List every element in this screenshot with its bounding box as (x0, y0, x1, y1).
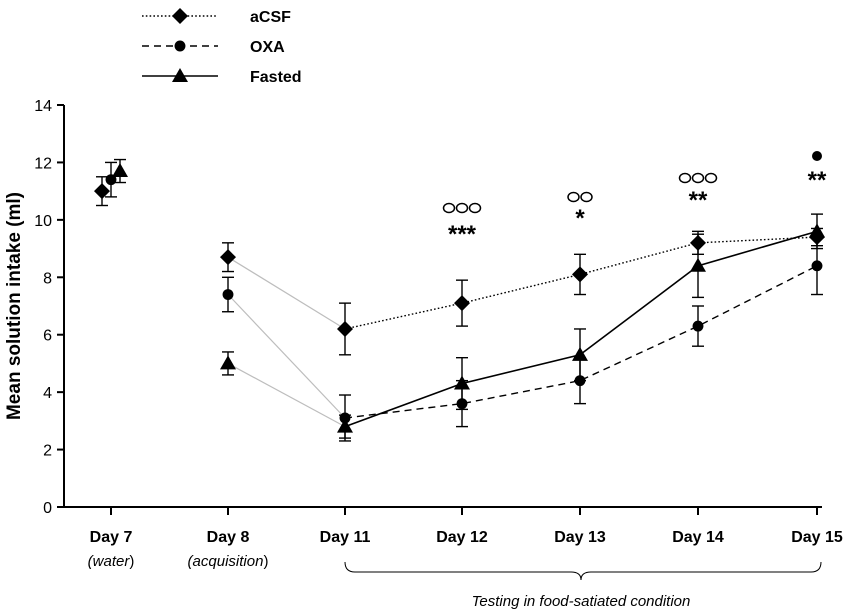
sig-open-circle (704, 172, 718, 184)
y-tick-label: 14 (34, 98, 52, 115)
data-markers (94, 163, 825, 433)
y-tick-label: 2 (43, 443, 52, 460)
data-point-oxa (339, 412, 351, 424)
x-tick-label: Day 15 (791, 529, 843, 546)
series-line-acsf (344, 236, 818, 330)
data-point-oxa (456, 398, 468, 410)
y-tick-label: 10 (34, 213, 52, 230)
data-point-fasted (454, 375, 470, 390)
y-ticks: 0 2 4 6 8 10 12 14 (34, 98, 64, 517)
x-tick-label: Day 13 (554, 529, 606, 546)
x-tick-sublabel: (acquisition) (188, 553, 269, 570)
sig-filled-circle (812, 151, 822, 161)
data-point-acsf (337, 320, 353, 337)
legend-marker-fasted (172, 68, 188, 82)
y-tick-label: 4 (43, 385, 52, 402)
data-point-oxa (692, 320, 704, 332)
data-point-fasted (690, 257, 706, 272)
sig-open-circle (455, 202, 469, 214)
data-point-fasted (809, 223, 825, 238)
legend: aCSF OXA Fasted (142, 8, 302, 86)
x-ticks: Day 7 (water) Day 8 (acquisition) Day 11 Day … (88, 507, 843, 570)
x-tick-label: Day 12 (436, 529, 488, 546)
significance-annotations: ******** (442, 151, 827, 248)
sig-open-circle (580, 191, 593, 203)
connector-fasted (227, 362, 346, 428)
legend-label-oxa: OXA (250, 39, 285, 56)
sig-open-circle (567, 191, 580, 203)
connector-lines (227, 256, 346, 428)
legend-marker-oxa (174, 40, 186, 52)
y-tick-label: 12 (34, 155, 52, 172)
sig-open-circle (691, 172, 705, 184)
data-point-fasted (220, 355, 236, 370)
sig-open-circle (468, 202, 482, 214)
data-point-fasted (112, 163, 128, 178)
data-point-acsf (94, 183, 110, 200)
y-tick-label: 8 (43, 270, 52, 287)
bracket-label: Testing in food-satiated condition (472, 593, 691, 610)
x-tick-sublabel: (water) (88, 553, 135, 570)
y-tick-label: 0 (43, 500, 52, 517)
sig-stars: ** (808, 167, 827, 194)
legend-marker-acsf (172, 8, 188, 24)
data-point-acsf (220, 249, 236, 266)
series-line-oxa (344, 265, 818, 419)
axes (63, 105, 822, 508)
data-point-fasted (337, 418, 353, 433)
legend-label-acsf: aCSF (250, 9, 291, 26)
data-point-oxa (222, 289, 234, 300)
bracket-shape (344, 561, 822, 581)
data-point-fasted (572, 346, 588, 361)
sig-stars: * (575, 205, 585, 232)
x-tick-label: Day 14 (672, 529, 724, 546)
sig-open-circle (442, 202, 456, 214)
sig-stars: *** (448, 221, 477, 248)
y-tick-label: 6 (43, 328, 52, 345)
data-point-acsf (454, 295, 470, 312)
data-point-acsf (690, 234, 706, 251)
x-tick-label: Day 8 (207, 529, 250, 546)
x-tick-label: Day 11 (320, 529, 371, 546)
sig-stars: ** (689, 187, 708, 214)
data-point-oxa (811, 260, 823, 272)
sig-open-circle (678, 172, 692, 184)
legend-label-fasted: Fasted (250, 69, 302, 86)
data-point-oxa (574, 375, 586, 387)
y-axis-title: Mean solution intake (ml) (4, 192, 25, 420)
data-point-acsf (572, 266, 588, 283)
connector-acsf (227, 256, 346, 330)
testing-bracket: Testing in food-satiated condition (344, 561, 822, 610)
x-tick-label: Day 7 (90, 529, 133, 546)
connector-oxa (227, 294, 346, 419)
